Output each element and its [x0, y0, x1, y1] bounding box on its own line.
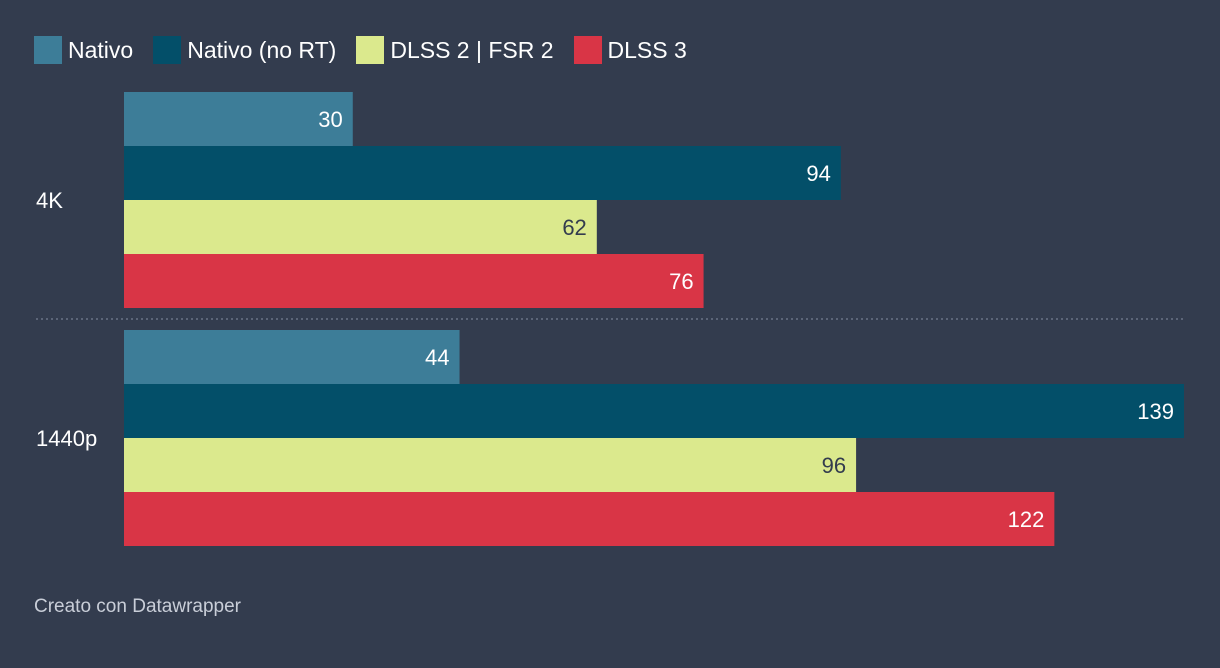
legend-label: Nativo: [68, 36, 134, 63]
chart-legend: Nativo Nativo (no RT) DLSS 2 | FSR 2 DLSS 3: [34, 34, 707, 66]
category-label: 4K: [36, 188, 63, 213]
bar: [124, 384, 1184, 438]
legend-swatch: [356, 36, 385, 64]
legend-swatch: [34, 36, 62, 64]
legend-item: DLSS 2 | FSR 2: [356, 36, 554, 64]
legend-item: Nativo (no RT): [153, 36, 336, 64]
bar-value-label: 96: [822, 453, 846, 478]
bar-value-label: 30: [318, 107, 342, 132]
bar-value-label: 94: [806, 161, 830, 186]
bar-value-label: 139: [1137, 399, 1174, 424]
legend-label: Nativo (no RT): [187, 36, 337, 63]
bar: [124, 330, 460, 384]
bar: [124, 438, 857, 492]
legend-item: Nativo: [34, 36, 133, 64]
category-label: 1440p: [36, 426, 97, 451]
footer-credit: Creato con Datawrapper: [34, 596, 241, 617]
bar: [124, 92, 353, 146]
bar: [124, 200, 597, 254]
legend-swatch: [153, 36, 182, 64]
bar-value-label: 76: [669, 269, 693, 294]
bar-value-label: 44: [425, 345, 449, 370]
legend-item: DLSS 3: [573, 36, 687, 64]
legend-label: DLSS 2 | FSR 2: [390, 36, 554, 63]
bar-value-label: 122: [1008, 507, 1045, 532]
bar: [124, 254, 704, 308]
bar: [124, 146, 841, 200]
bar-value-label: 62: [562, 215, 586, 240]
bar: [124, 492, 1055, 546]
legend-label: DLSS 3: [607, 36, 687, 63]
legend-swatch: [573, 36, 602, 64]
